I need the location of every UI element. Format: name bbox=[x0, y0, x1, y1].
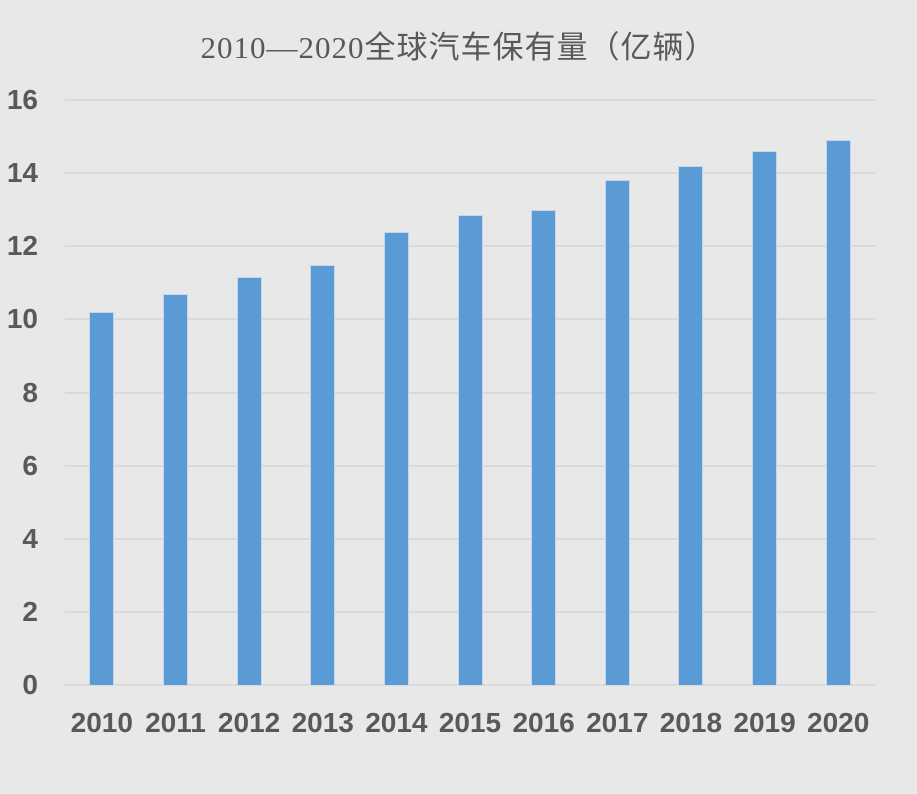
bar-2011 bbox=[162, 293, 188, 685]
gridline-14 bbox=[65, 172, 875, 175]
plot-area bbox=[65, 99, 875, 686]
y-tick-label-12: 12 bbox=[6, 230, 38, 262]
x-tick-label-2020: 2020 bbox=[807, 707, 870, 738]
bar-2019 bbox=[752, 151, 778, 685]
bar-2017 bbox=[604, 180, 630, 685]
x-tick-label-2013: 2013 bbox=[291, 707, 354, 738]
x-tick-label-2019: 2019 bbox=[733, 707, 796, 738]
gridline-0 bbox=[65, 684, 875, 686]
y-tick-label-0: 0 bbox=[22, 669, 38, 700]
x-tick-label-2012: 2012 bbox=[217, 707, 281, 738]
bar-2016 bbox=[531, 209, 557, 685]
bar-2015 bbox=[457, 215, 483, 685]
bar-2012 bbox=[236, 277, 262, 685]
x-tick-label-2010: 2010 bbox=[70, 707, 133, 738]
bar-2013 bbox=[310, 264, 336, 685]
bar-2020 bbox=[825, 140, 851, 685]
y-tick-label-6: 6 bbox=[22, 449, 38, 481]
bar-2014 bbox=[383, 231, 409, 685]
gridline-16 bbox=[65, 99, 875, 101]
chart-title: 2010—2020全球汽车保有量（亿辆） bbox=[200, 30, 717, 65]
y-tick-label-8: 8 bbox=[22, 376, 38, 408]
y-tick-label-2: 2 bbox=[22, 595, 38, 627]
x-tick-label-2018: 2018 bbox=[659, 707, 723, 738]
x-tick-label-2011: 2011 bbox=[145, 707, 206, 738]
bar-2018 bbox=[678, 165, 704, 685]
bar-2010 bbox=[89, 312, 115, 685]
x-tick-label-2017: 2017 bbox=[586, 707, 649, 738]
x-tick-label-2016: 2016 bbox=[512, 707, 575, 738]
y-tick-label-4: 4 bbox=[22, 522, 38, 554]
y-tick-label-14: 14 bbox=[6, 157, 38, 189]
y-tick-label-10: 10 bbox=[6, 303, 38, 335]
y-tick-label-16: 16 bbox=[6, 84, 38, 115]
x-tick-label-2014: 2014 bbox=[365, 707, 428, 738]
x-tick-label-2015: 2015 bbox=[438, 707, 502, 738]
